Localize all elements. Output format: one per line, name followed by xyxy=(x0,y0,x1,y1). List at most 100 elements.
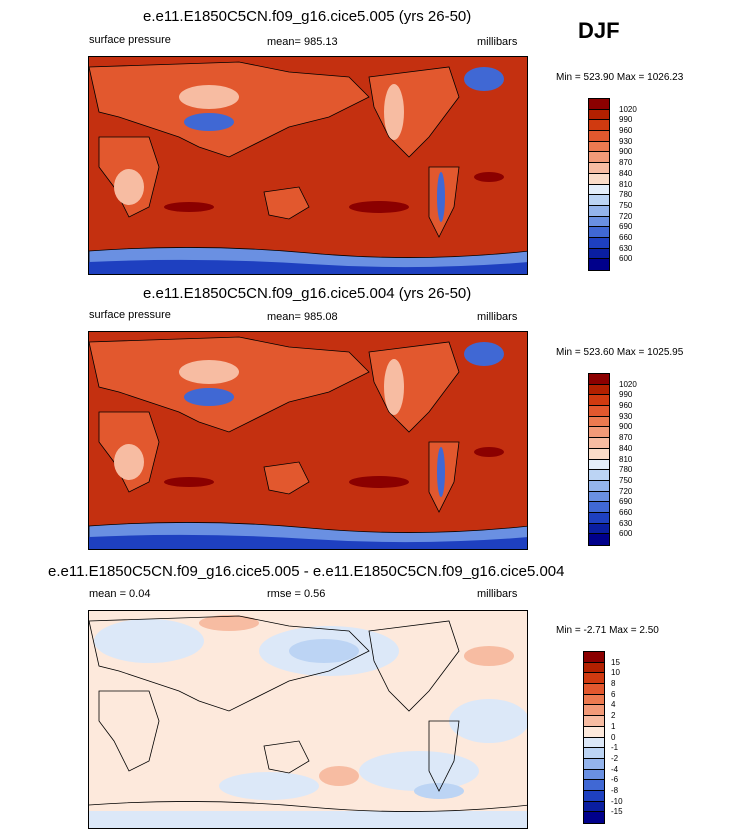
colorbar-label: -6 xyxy=(611,775,619,785)
colorbar-label: 630 xyxy=(619,518,633,528)
colorbar-label: 2 xyxy=(611,711,616,721)
colorbar-box xyxy=(589,427,609,439)
colorbar-label: 840 xyxy=(619,168,633,178)
colorbar-label: -1 xyxy=(611,743,619,753)
colorbar-label: 660 xyxy=(619,232,633,242)
colorbar-label: 780 xyxy=(619,190,633,200)
australia-land xyxy=(263,186,310,220)
colorbar-box xyxy=(589,184,609,196)
colorbar-label: 6 xyxy=(611,689,616,699)
colorbar-label: 990 xyxy=(619,115,633,125)
colorbar-box xyxy=(584,801,604,813)
colorbar-box xyxy=(584,716,604,727)
tibet-low xyxy=(184,388,234,406)
colorbar-box xyxy=(584,684,604,695)
colorbar-label: 930 xyxy=(619,411,633,421)
colorbar-label: 720 xyxy=(619,486,633,496)
colorbar-box xyxy=(589,470,609,481)
africa-highland xyxy=(114,169,144,205)
colorbar-label: 4 xyxy=(611,700,616,710)
pacific-high xyxy=(349,476,409,488)
colorbar-label: 960 xyxy=(619,126,633,136)
colorbar-box xyxy=(584,769,604,781)
panel-3-title: e.e11.E1850C5CN.f09_g16.cice5.005 - e.e1… xyxy=(48,563,565,580)
colorbar-box xyxy=(589,205,609,217)
colorbar-label: 840 xyxy=(619,443,633,453)
colorbar-box xyxy=(589,248,609,260)
colorbar-box xyxy=(589,141,609,153)
panel-1-colorbar-labels: 1020 990 960 930 900 870 840 810 780 750 720 690 660… xyxy=(619,98,659,271)
panel-1-title: e.e11.E1850C5CN.f09_g16.cice5.005 (yrs 2… xyxy=(143,8,472,25)
greenland-low xyxy=(464,342,504,366)
africa-highland xyxy=(114,444,144,480)
colorbar-label: -8 xyxy=(611,785,619,795)
positive-anomaly-region xyxy=(199,615,259,631)
colorbar-box xyxy=(589,395,609,407)
colorbar-box xyxy=(589,163,609,174)
rockies-highland xyxy=(384,84,404,140)
colorbar-box xyxy=(589,438,609,449)
panel-1-minmax: Min = 523.90 Max = 1026.23 xyxy=(556,72,684,83)
colorbar-box xyxy=(589,131,609,142)
colorbar-label: 720 xyxy=(619,211,633,221)
north-america-coastline xyxy=(368,620,460,712)
colorbar-label: 870 xyxy=(619,433,633,443)
colorbar-label: 660 xyxy=(619,507,633,517)
negative-anomaly-region xyxy=(449,699,527,743)
indian-ocean-high xyxy=(164,477,214,487)
rockies-highland xyxy=(384,359,404,415)
tibet-low xyxy=(184,113,234,131)
colorbar-box xyxy=(589,384,609,396)
colorbar-box xyxy=(589,152,609,164)
colorbar-box xyxy=(584,726,604,738)
panel-2-minmax: Min = 523.60 Max = 1025.95 xyxy=(556,347,684,358)
colorbar-box xyxy=(584,780,604,791)
colorbar-label: 10 xyxy=(611,668,620,678)
colorbar-box xyxy=(584,812,604,823)
colorbar-label: 810 xyxy=(619,454,633,464)
colorbar-box xyxy=(589,195,609,206)
colorbar-label: 810 xyxy=(619,179,633,189)
colorbar-box xyxy=(589,227,609,238)
panel-2-map xyxy=(88,331,528,550)
colorbar-box xyxy=(589,173,609,185)
colorbar-box xyxy=(584,705,604,717)
colorbar-box xyxy=(589,109,609,121)
eurasia-coastline xyxy=(89,615,370,712)
colorbar-label: 15 xyxy=(611,657,620,667)
panel-1-map-svg xyxy=(89,57,527,274)
colorbar-box xyxy=(589,374,609,385)
colorbar-box xyxy=(589,237,609,249)
colorbar-box xyxy=(589,99,609,110)
colorbar-label: 900 xyxy=(619,422,633,432)
colorbar-box xyxy=(584,673,604,685)
panel-3-minmax: Min = -2.71 Max = 2.50 xyxy=(556,625,659,636)
negative-anomaly-core xyxy=(289,639,359,663)
colorbar-label: 930 xyxy=(619,136,633,146)
antarctica-plateau xyxy=(89,534,527,549)
colorbar-box xyxy=(584,790,604,802)
atlantic-high xyxy=(474,172,504,182)
colorbar-label: 690 xyxy=(619,222,633,232)
colorbar-box xyxy=(589,512,609,524)
south-america-coastline xyxy=(428,720,460,792)
colorbar-label: 990 xyxy=(619,390,633,400)
eurasia-land xyxy=(89,336,370,433)
colorbar-box xyxy=(589,480,609,492)
central-asia-highland xyxy=(179,360,239,384)
panel-2-colorbar-labels: 1020 990 960 930 900 870 840 810 780 750 720 690 660… xyxy=(619,373,659,546)
panel-2-variable-label: surface pressure xyxy=(89,309,171,321)
eurasia-land xyxy=(89,61,370,158)
season-label: DJF xyxy=(578,18,620,43)
central-asia-highland xyxy=(179,85,239,109)
colorbar-label: -15 xyxy=(611,807,623,817)
negative-anomaly-region xyxy=(219,772,319,800)
colorbar-label: 780 xyxy=(619,465,633,475)
colorbar-box xyxy=(589,120,609,132)
panel-3-map xyxy=(88,610,528,829)
positive-anomaly-region xyxy=(319,766,359,786)
panel-1-mean-label: mean= 985.13 xyxy=(267,36,338,48)
colorbar-label: 900 xyxy=(619,147,633,157)
colorbar-box xyxy=(584,748,604,759)
andes-low xyxy=(437,172,445,222)
